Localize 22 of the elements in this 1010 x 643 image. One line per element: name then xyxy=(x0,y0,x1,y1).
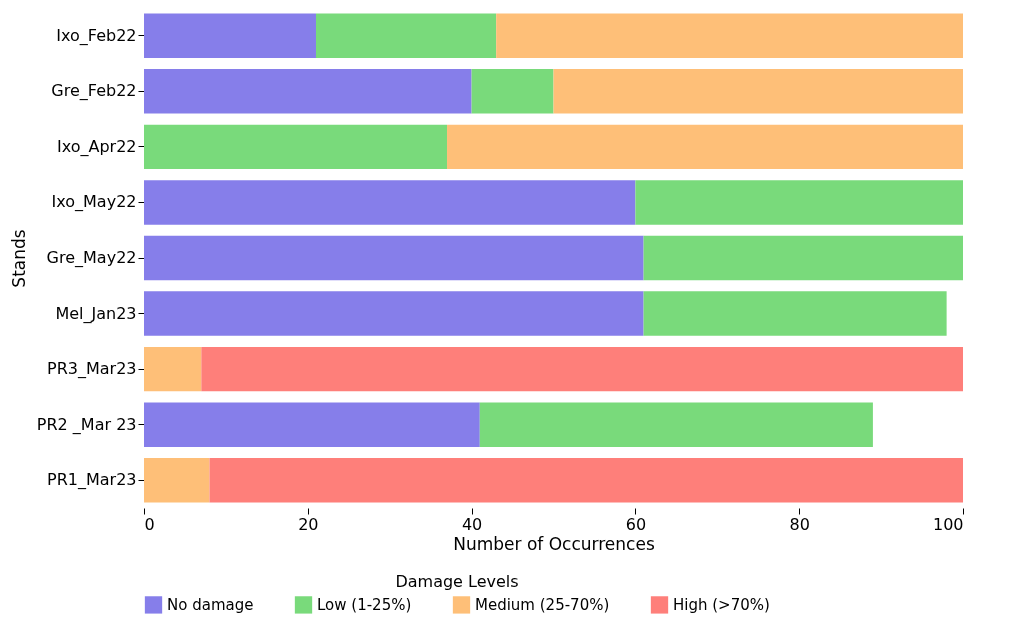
y-axis-title: Stands xyxy=(8,229,29,288)
legend-label: No damage xyxy=(167,595,254,614)
x-tick-label: 0 xyxy=(144,514,155,534)
y-tick-label: Gre_May22 xyxy=(46,248,137,268)
y-tick-label: Mel_Jan23 xyxy=(55,303,137,324)
x-tick-label: 60 xyxy=(625,514,647,534)
y-tick-label: Gre_Feb22 xyxy=(51,81,137,102)
y-tick-label: PR2 _Mar 23 xyxy=(36,414,137,435)
legend-label: Low (1-25%) xyxy=(317,595,412,614)
x-tick-label: 80 xyxy=(789,514,810,534)
legend-title: Damage Levels xyxy=(395,572,519,591)
y-tick-label: PR3_Mar23 xyxy=(47,359,137,380)
y-tick-label: Ixo_May22 xyxy=(51,192,137,213)
y-tick-label: PR1_Mar23 xyxy=(47,470,137,491)
y-tick-label: Ixo_Apr22 xyxy=(56,136,137,157)
legend-label: Medium (25-70%) xyxy=(475,595,610,614)
x-tick-label: 40 xyxy=(461,514,483,534)
x-tick-label: 20 xyxy=(298,514,319,534)
x-axis-title: Number of Occurrences xyxy=(453,533,655,554)
y-tick-label: Ixo_Feb22 xyxy=(56,25,137,46)
legend-label: High (>70%) xyxy=(673,595,770,614)
x-tick-label: 100 xyxy=(932,514,964,534)
